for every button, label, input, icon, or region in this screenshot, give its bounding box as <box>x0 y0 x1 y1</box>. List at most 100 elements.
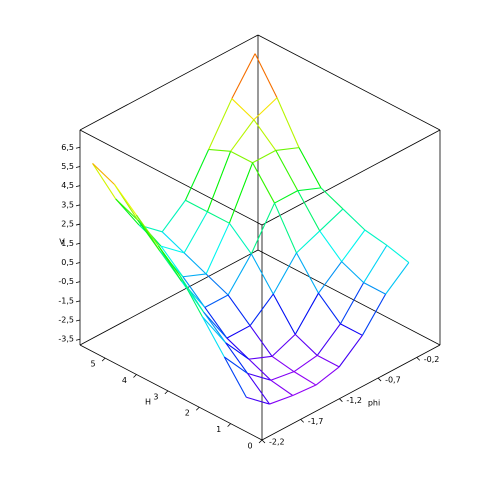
surface-mesh-segment <box>114 184 137 216</box>
x-tick-label: -0,2 <box>424 355 440 364</box>
surface-mesh-segment <box>361 293 387 336</box>
y-tick <box>101 357 106 362</box>
surface-mesh-segment <box>204 307 228 339</box>
surface-mesh-segment <box>203 311 227 344</box>
surface-mesh-segment <box>183 211 208 254</box>
x-tick <box>261 439 266 444</box>
box-edge <box>257 249 441 346</box>
surface-mesh-segment <box>272 293 296 335</box>
surface-mesh-segment <box>208 98 233 150</box>
x-tick <box>300 419 304 423</box>
y-tick-label: 5 <box>91 360 96 369</box>
surface-mesh-segment <box>92 163 117 200</box>
surface-mesh-segment <box>207 211 230 224</box>
surface-mesh-segment <box>319 208 344 232</box>
surface-mesh-segment <box>248 358 272 381</box>
x-axis-label: phi <box>368 399 380 408</box>
surface-mesh-segment <box>231 53 256 99</box>
surface-mesh-segment <box>224 356 248 374</box>
surface-mesh-segment <box>230 119 255 152</box>
z-tick-label: 4,5 <box>61 181 74 190</box>
box-edge <box>79 249 259 346</box>
surface-mesh-segment <box>250 253 274 295</box>
box-edge <box>79 129 263 226</box>
surface-mesh-segment <box>270 379 294 396</box>
surface <box>92 53 410 405</box>
box-edge <box>261 344 441 441</box>
surface-mesh-segment <box>223 356 247 398</box>
z-tick-label: 6,5 <box>61 143 74 152</box>
surface-mesh-segment <box>269 394 293 405</box>
surface-mesh-segment <box>271 333 296 357</box>
surface-mesh-segment <box>161 231 185 254</box>
surface-mesh-segment <box>184 149 210 201</box>
z-tick-label: 5,5 <box>61 162 74 171</box>
y-tick <box>164 390 169 395</box>
z-tick-label: -1,5 <box>58 296 74 305</box>
surface-mesh-segment <box>227 253 252 296</box>
surface-mesh-segment <box>274 190 299 204</box>
surface-mesh-segment <box>158 245 181 277</box>
x-tick-label: -0,7 <box>385 376 401 385</box>
surface-mesh-segment <box>160 245 185 254</box>
surface-mesh-segment <box>316 354 340 368</box>
z-tick <box>75 166 81 168</box>
surface-mesh-segment <box>250 202 276 255</box>
surface-mesh-segment <box>248 355 273 360</box>
x-tick-label: -1,2 <box>346 396 362 405</box>
surface-mesh-segment <box>319 230 343 262</box>
surface-mesh-segment <box>342 208 366 231</box>
surface-mesh-segment <box>253 97 278 121</box>
surface-mesh-segment <box>386 244 410 263</box>
surface-mesh-segment <box>364 229 388 246</box>
surface-mesh-segment <box>225 342 249 374</box>
surface-mesh-segment <box>228 222 252 255</box>
surface-mesh-segment <box>341 229 366 262</box>
surface-mesh-segment <box>208 148 231 152</box>
y-tick <box>133 374 137 378</box>
surface-mesh-segment <box>275 147 300 151</box>
z-tick <box>75 319 81 322</box>
z-tick <box>75 223 81 226</box>
z-tick-label: 3,5 <box>61 200 74 209</box>
surface-mesh-segment <box>318 261 343 294</box>
z-tick-label: -2,5 <box>58 316 74 325</box>
surface-mesh-segment <box>253 119 277 151</box>
z-tick <box>75 185 81 188</box>
x-tick <box>339 398 343 402</box>
surface-mesh-segment <box>274 202 298 254</box>
y-tick <box>258 439 263 444</box>
surface-mesh-segment <box>160 245 184 278</box>
y-tick <box>227 423 231 427</box>
y-tick-label: 2 <box>185 409 190 418</box>
surface-mesh-segment <box>340 323 363 336</box>
surface-mesh-segment <box>201 316 227 344</box>
surface-mesh-segment <box>182 273 207 278</box>
surface-mesh-segment <box>182 276 206 308</box>
surface-mesh-segment <box>320 187 344 210</box>
z-tick <box>75 281 81 284</box>
surface-mesh-segment <box>271 355 295 373</box>
surface-mesh-segment <box>92 163 115 185</box>
surface-mesh-segment <box>201 316 225 358</box>
surface-mesh-segment <box>292 384 317 397</box>
box-edge <box>79 344 263 441</box>
surface-mesh-segment <box>363 245 388 283</box>
surface-mesh-segment <box>179 276 205 313</box>
surface-mesh-segment <box>315 366 340 386</box>
y-tick-label: 1 <box>216 425 221 434</box>
surface-mesh-segment <box>231 98 255 121</box>
surface-mesh-segment <box>183 252 207 275</box>
y-tick-label: 3 <box>153 392 158 401</box>
surface-mesh-segment <box>115 198 139 221</box>
surface-mesh-segment <box>246 396 270 405</box>
surface-mesh-segment <box>226 325 251 339</box>
surface-mesh-segment <box>226 337 250 360</box>
surface-mesh-segment <box>254 53 278 98</box>
surface-mesh-segment <box>203 311 228 339</box>
z-tick <box>75 262 81 264</box>
surface-mesh-segment <box>228 162 254 224</box>
surface-mesh-segment <box>227 294 251 327</box>
z-axis-label: V <box>59 238 65 247</box>
surface-mesh-segment <box>225 342 250 360</box>
